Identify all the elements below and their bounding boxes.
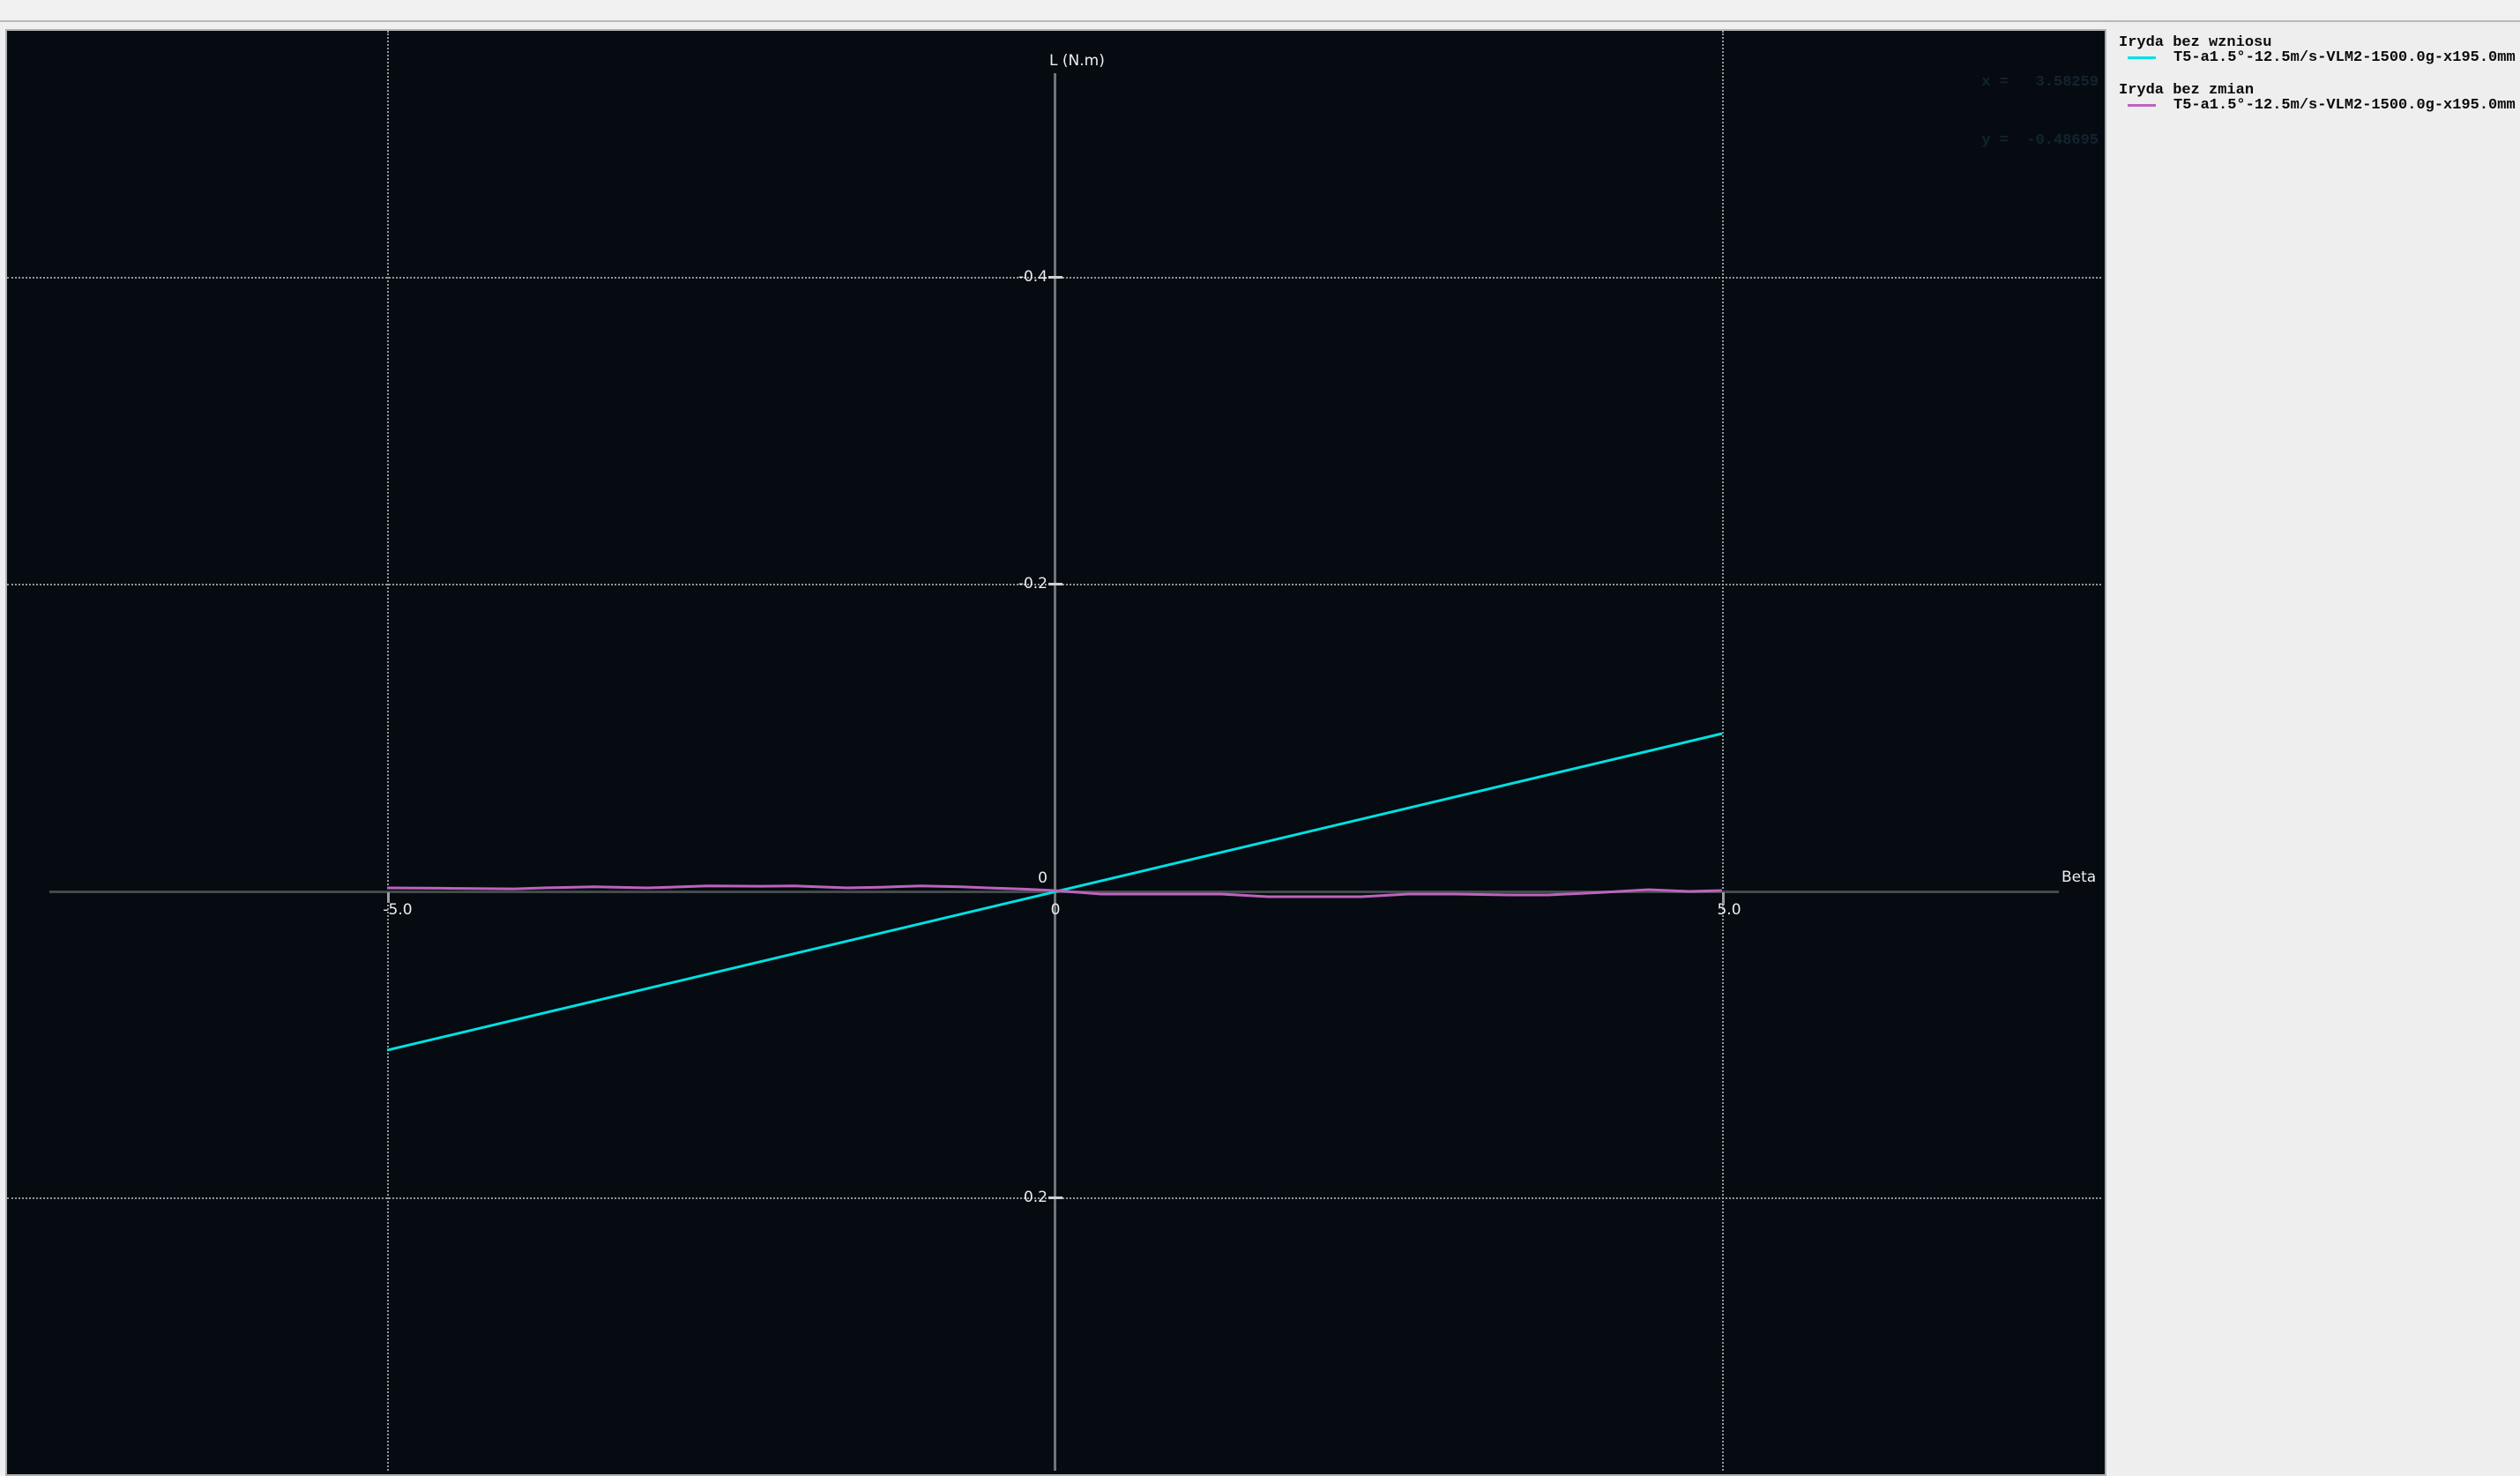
x-tick-label-zero: 0 (1050, 901, 1061, 919)
y-tick-mark-pos0_2 (1048, 1196, 1062, 1199)
legend-item-2-detail: T5-a1.5°-12.5m/s-VLM2-1500.0g-x195.0mm (2173, 97, 2516, 114)
y-tick-mark-neg0_2 (1048, 583, 1062, 585)
legend-panel: Iryda bez wzniosu T5-a1.5°-12.5m/s-VLM2-… (2106, 22, 2520, 1472)
x-tick-mark-pos5 (1722, 892, 1725, 903)
window-top-bar (0, 0, 2520, 20)
gridline-x-pos5 (1722, 31, 1724, 1471)
top-divider-line (0, 20, 2520, 22)
chart-canvas[interactable]: L (N.m) Beta -0.4 -0.2 0.2 0 -5.0 0 5.0 … (5, 29, 2106, 1476)
y-tick-mark-neg0_4 (1048, 276, 1062, 279)
y-tick-label-pos0_2: 0.2 (1023, 1189, 1048, 1206)
legend-swatch-cyan (2128, 56, 2156, 59)
y-tick-label-neg0_4: -0.4 (1018, 268, 1048, 286)
legend-item-2-title[interactable]: Iryda bez zmian (2119, 82, 2255, 99)
cursor-y-value: y = -0.48695 (1981, 132, 2099, 149)
plot-area[interactable]: L (N.m) Beta -0.4 -0.2 0.2 0 -5.0 0 5.0 … (7, 31, 2101, 1471)
x-axis-line (49, 891, 2059, 893)
y-axis-title: L (N.m) (1049, 52, 1105, 70)
y-axis-line (1054, 73, 1056, 1471)
gridline-x-neg5 (387, 31, 389, 1471)
legend-item-1-detail: T5-a1.5°-12.5m/s-VLM2-1500.0g-x195.0mm (2173, 49, 2516, 66)
y-tick-label-neg0_2: -0.2 (1018, 575, 1048, 593)
x-axis-title: Beta (2061, 868, 2097, 886)
x-tick-label-neg5: -5.0 (383, 901, 413, 919)
y-tick-label-zero: 0 (1038, 869, 1048, 887)
cursor-x-value: x = 3.58259 (1981, 74, 2099, 91)
cursor-position-readout: x = 3.58259 y = -0.48695 (1885, 34, 2099, 190)
x-tick-label-pos5: 5.0 (1717, 901, 1741, 919)
legend-swatch-magenta (2128, 104, 2156, 107)
legend-item-1-title[interactable]: Iryda bez wzniosu (2119, 34, 2272, 51)
